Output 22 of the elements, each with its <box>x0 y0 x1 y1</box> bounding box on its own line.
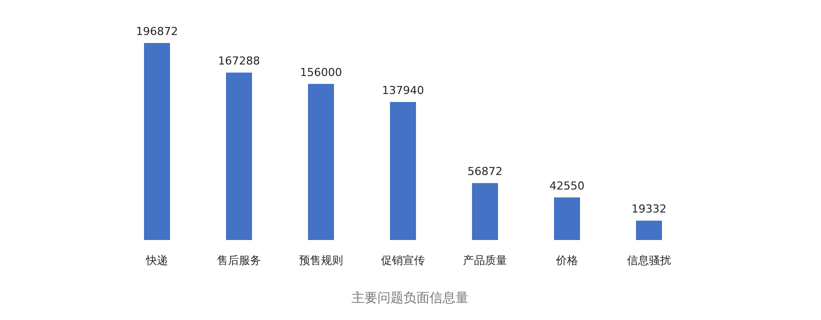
text: 主要问题负面信息量 <box>352 290 468 306</box>
bar <box>390 102 416 240</box>
bar <box>308 84 334 240</box>
data-label: 167288 <box>218 54 260 68</box>
bar <box>472 183 498 240</box>
bar <box>554 197 580 240</box>
bar <box>226 72 252 240</box>
bar <box>144 43 170 240</box>
x-tick-label: 快递 <box>145 254 168 267</box>
x-tick-label: 售后服务 <box>217 254 261 267</box>
bar <box>636 220 662 240</box>
x-tick-label: 信息骚扰 <box>627 254 671 267</box>
data-label: 137940 <box>382 84 424 97</box>
data-label: 56872 <box>468 165 502 178</box>
data-label: 156000 <box>300 66 342 79</box>
data-label: 196872 <box>136 25 178 38</box>
data-label: 19332 <box>632 202 666 216</box>
x-tick-label: 价格 <box>555 254 578 267</box>
x-tick-label: 促销宣传 <box>381 254 425 267</box>
x-tick-label: 预售规则 <box>299 254 343 267</box>
x-tick-label: 产品质量 <box>463 254 507 267</box>
data-label: 42550 <box>550 179 584 192</box>
